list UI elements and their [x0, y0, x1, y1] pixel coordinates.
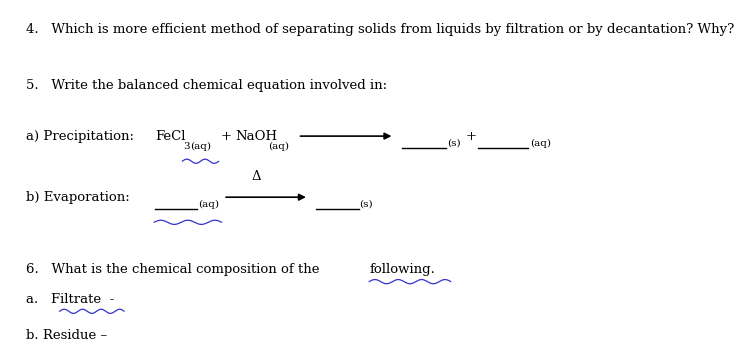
Text: following.: following. [369, 263, 435, 276]
Text: (s): (s) [447, 139, 461, 148]
Text: FeCl: FeCl [155, 129, 185, 143]
Text: a) Precipitation:: a) Precipitation: [26, 129, 134, 143]
Text: (aq): (aq) [198, 200, 219, 209]
Text: Δ: Δ [251, 170, 261, 183]
Text: 5.   Write the balanced chemical equation involved in:: 5. Write the balanced chemical equation … [26, 79, 387, 91]
Text: (s): (s) [359, 200, 373, 209]
Text: +: + [221, 129, 232, 143]
Text: 4.   Which is more efficient method of separating solids from liquids by filtrat: 4. Which is more efficient method of sep… [26, 23, 734, 36]
Text: +: + [466, 129, 477, 143]
Text: 6.   What is the chemical composition of the: 6. What is the chemical composition of t… [26, 263, 324, 276]
Text: (aq): (aq) [190, 142, 211, 151]
Text: NaOH: NaOH [235, 129, 278, 143]
Text: 3: 3 [183, 142, 190, 151]
Text: a.   Filtrate  -: a. Filtrate - [26, 293, 115, 306]
Text: b) Evaporation:: b) Evaporation: [26, 191, 129, 204]
Text: b. Residue –: b. Residue – [26, 329, 107, 342]
Text: (aq): (aq) [530, 139, 551, 148]
Text: (aq): (aq) [268, 142, 289, 151]
